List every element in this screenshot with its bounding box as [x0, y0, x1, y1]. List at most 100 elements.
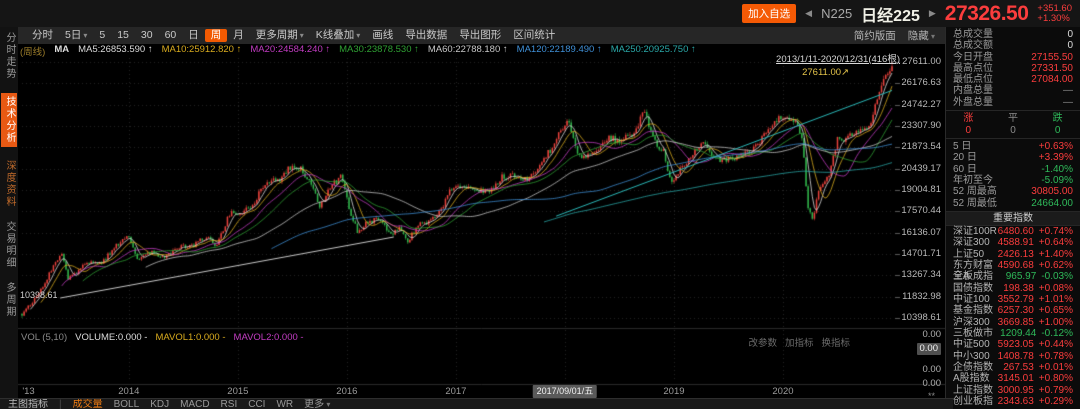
period-tab-导出图形[interactable]: 导出图形: [453, 29, 507, 42]
volume-value-label: VOLUME:0.000 -: [75, 332, 148, 343]
index-quote: 4588.91 +0.64%: [998, 237, 1073, 248]
index-value: 3552.79: [997, 293, 1034, 305]
index-row-沪深300[interactable]: 沪深300 3669.85 +1.00%: [946, 317, 1080, 328]
indicator-tab-成交量[interactable]: 成交量: [72, 399, 103, 409]
period-tab-15[interactable]: 15: [111, 29, 135, 42]
index-quote: 3552.79 +1.01%: [998, 294, 1073, 305]
next-symbol-icon[interactable]: ▶: [928, 8, 936, 18]
indicator-tab-CCI[interactable]: CCI: [248, 399, 266, 409]
high-price-marker: 27611.00↗: [802, 67, 849, 78]
period-tab-分时[interactable]: 分时: [26, 29, 59, 42]
hide-panel-button[interactable]: 隐藏 ▾: [907, 30, 935, 42]
action-改参数[interactable]: 改参数: [748, 338, 777, 349]
candlestick-chart-canvas[interactable]: [18, 44, 945, 397]
change-value: +351.60: [1037, 2, 1072, 14]
index-row-基金指数[interactable]: 基金指数 6257.30 +0.65%: [946, 305, 1080, 316]
index-row-上证50[interactable]: 上证50 2426.13 +1.40%: [946, 249, 1080, 260]
summary-row: 最低点位 27084.00: [946, 74, 1080, 85]
index-row-中证500[interactable]: 中证500 5923.05 +0.44%: [946, 339, 1080, 350]
index-row-国债指数[interactable]: 国债指数 198.38 +0.08%: [946, 283, 1080, 294]
index-name: 中证100: [953, 293, 990, 305]
updown-value: 0: [965, 124, 972, 136]
index-row-深证100R[interactable]: 深证100R 6480.60 +0.74%: [946, 226, 1080, 237]
index-row-企债指数[interactable]: 企债指数 267.53 +0.01%: [946, 362, 1080, 373]
updown-value: 0: [1010, 124, 1016, 136]
action-加指标[interactable]: 加指标: [784, 338, 814, 349]
period-tab-更多周期[interactable]: 更多周期 ▾: [250, 29, 310, 42]
index-percent: +0.62%: [1038, 259, 1073, 271]
period-tab-5日[interactable]: 5日 ▾: [59, 29, 93, 42]
toolbar-right: 简约版面 隐藏 ▾: [854, 28, 945, 43]
volume-value-label: MAVOL2:0.000 -: [233, 332, 304, 343]
period-tab-K线叠加[interactable]: K线叠加 ▾: [310, 29, 367, 42]
index-value: 3000.95: [997, 384, 1034, 396]
period-tab-30[interactable]: 30: [135, 29, 159, 42]
chevron-down-icon: ▾: [83, 31, 88, 40]
main-indicator-button[interactable]: 主图指标: [8, 399, 48, 409]
index-row-A股指数[interactable]: A股指数 3145.01 +0.80%: [946, 373, 1080, 384]
period-tab-label: 5: [99, 29, 106, 41]
price-tick: 21873.54: [901, 141, 941, 153]
sidebar-item-多周期[interactable]: 多周期: [4, 282, 15, 318]
index-name: 沪深300: [953, 316, 990, 328]
performance-row: 60 日 -1.40%: [946, 164, 1080, 175]
action-换指标[interactable]: 换指标: [821, 338, 850, 349]
period-tab-日[interactable]: 日: [182, 29, 205, 42]
period-tab-画线[interactable]: 画线: [366, 29, 399, 42]
index-row-深证300[interactable]: 深证300 4588.91 +0.64%: [946, 237, 1080, 248]
period-tab-60[interactable]: 60: [159, 29, 183, 42]
index-row-东方财富全A[interactable]: 东方财富全A 4590.68 +0.62%: [946, 259, 1080, 282]
summary-label: 最高点位: [953, 62, 993, 74]
volume-tick: 0.00: [922, 364, 942, 375]
sidebar-item-技术分析[interactable]: 技术分析: [1, 93, 17, 147]
index-name: 中小300: [953, 350, 990, 362]
index-row-中证100[interactable]: 中证100 3552.79 +1.01%: [946, 294, 1080, 305]
index-row-上证指数[interactable]: 上证指数 3000.95 +0.79%: [946, 385, 1080, 396]
performance-value: -5.09%: [1041, 174, 1073, 186]
volume-crosshair-box: 0.00: [916, 343, 941, 355]
summary-row: 外盘总量 —: [946, 97, 1080, 108]
indicator-tab-MACD[interactable]: MACD: [180, 399, 210, 409]
indicator-tab-BOLL[interactable]: BOLL: [113, 399, 140, 409]
simple-layout-button[interactable]: 简约版面: [853, 30, 896, 42]
updown-header: 涨: [963, 113, 974, 125]
index-row-三板成指[interactable]: 三板成指 965.97 -0.03%: [946, 271, 1080, 282]
period-tag: (周线): [20, 47, 46, 58]
prev-symbol-icon[interactable]: ◀: [805, 8, 813, 18]
period-tab-月[interactable]: 月: [227, 29, 250, 42]
period-tab-导出数据[interactable]: 导出数据: [399, 29, 453, 42]
index-value: 267.53: [1003, 361, 1034, 373]
index-value: 965.97: [1005, 271, 1037, 283]
performance-row: 52 周最低 24664.00: [946, 198, 1080, 209]
sidebar-item-交易明细[interactable]: 交易明细: [4, 221, 15, 269]
summary-label: 内盘总量: [953, 85, 993, 97]
period-tab-label: 月: [233, 29, 244, 41]
index-quote: 6257.30 +0.65%: [998, 305, 1073, 316]
indicator-tab-KDJ[interactable]: KDJ: [150, 399, 170, 409]
add-watchlist-button[interactable]: 加入自选: [742, 4, 797, 23]
sidebar-item-分时走势[interactable]: 分时走势: [4, 32, 15, 80]
index-row-中小300[interactable]: 中小300 1408.78 +0.78%: [946, 351, 1080, 362]
indicator-tab-bar: 主图指标 | 成交量 BOLL KDJ MACD RSI CCI WR 更多 ▾: [0, 398, 953, 409]
more-indicators-button[interactable]: 更多 ▾: [304, 399, 331, 409]
index-row-创业板指[interactable]: 创业板指 2343.63 +0.29%: [946, 396, 1080, 407]
sidebar-item-深度资料[interactable]: 深度资料: [4, 160, 15, 208]
indicator-tab-RSI[interactable]: RSI: [220, 399, 238, 409]
updown-header: 跌: [1052, 113, 1063, 125]
chart-region: (周线) MA MA5:26853.590 ↑ MA10:25912.820 ↑ M…: [18, 44, 945, 409]
performance-value: 30805.00: [1031, 186, 1073, 198]
index-name: 基金指数: [953, 305, 993, 317]
period-tab-区间统计[interactable]: 区间统计: [507, 29, 561, 42]
updown-value: 0: [1054, 124, 1061, 136]
index-name: 中证500: [953, 339, 990, 351]
index-quote: 1408.78 +0.78%: [998, 351, 1073, 362]
performance-value: -1.40%: [1041, 163, 1073, 175]
indicator-tab-WR[interactable]: WR: [276, 399, 294, 409]
index-row-三板做市[interactable]: 三板做市 1209.44 -0.12%: [946, 328, 1080, 339]
period-tab-周[interactable]: 周: [204, 29, 228, 42]
performance-value: 24664.00: [1031, 197, 1073, 209]
period-tab-5[interactable]: 5: [93, 29, 111, 42]
performance-label: 20 日: [953, 152, 977, 164]
volume-tick: 0.00: [922, 378, 942, 389]
